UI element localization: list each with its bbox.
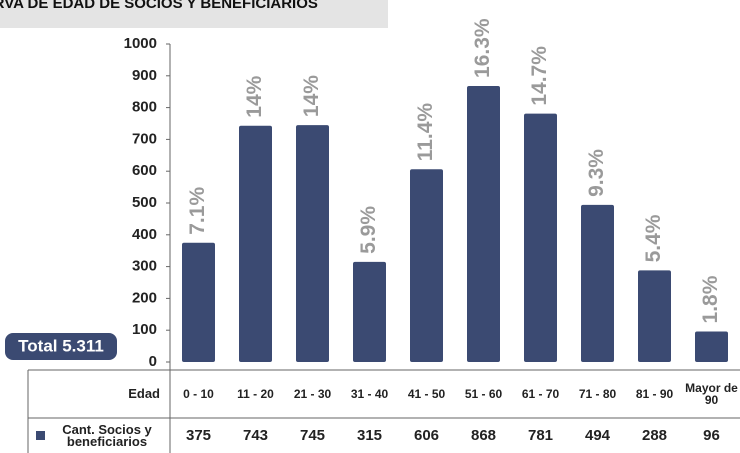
percent-label: 1.8% — [699, 275, 722, 323]
title-background — [0, 0, 388, 28]
bar — [182, 242, 215, 362]
bar — [638, 270, 671, 362]
bar — [467, 85, 500, 362]
category-label: 41 - 50 — [407, 387, 446, 401]
category-label: 31 - 40 — [350, 387, 389, 401]
bar — [239, 125, 272, 362]
table-value: 868 — [470, 427, 497, 444]
table-value: 288 — [641, 427, 668, 444]
bar — [296, 125, 329, 362]
chart-title: CURVA DE EDAD DE SOCIOS Y BENEFICIARIOS — [0, 0, 318, 12]
category-label: Mayor de 90 — [685, 381, 738, 407]
y-tick-label: 500 — [132, 194, 157, 211]
category-label: 0 - 10 — [183, 387, 214, 401]
category-label: 71 - 80 — [578, 387, 617, 401]
percent-label: 14% — [243, 75, 266, 117]
table-value: 375 — [185, 427, 212, 444]
bar — [410, 169, 443, 362]
y-tick-label: 800 — [132, 99, 157, 116]
y-tick-label: 100 — [132, 321, 157, 338]
y-tick-label: 300 — [132, 258, 157, 275]
category-label: 51 - 60 — [464, 387, 503, 401]
table-value: 494 — [584, 427, 611, 444]
category-label: 81 - 90 — [635, 387, 674, 401]
percent-label: 14% — [300, 75, 323, 117]
y-tick-label: 700 — [132, 130, 157, 147]
percent-label: 5.4% — [642, 214, 665, 262]
percent-label: 5.9% — [357, 206, 380, 254]
percent-label: 11.4% — [414, 103, 437, 162]
table-header: Edad — [128, 386, 160, 401]
table-value: 315 — [356, 427, 383, 444]
y-tick-label: 1000 — [124, 35, 157, 52]
category-label: 11 - 20 — [237, 387, 274, 401]
legend-swatch — [36, 431, 45, 440]
total-badge — [5, 333, 117, 360]
table-value: 781 — [527, 427, 554, 444]
bar — [581, 204, 614, 362]
bar — [695, 331, 728, 362]
percent-label: 9.3% — [585, 149, 608, 197]
bar — [524, 113, 557, 362]
table-value: 96 — [703, 427, 720, 444]
table-value: 606 — [413, 427, 440, 444]
y-tick-label: 900 — [132, 67, 157, 84]
table-value: 743 — [242, 427, 269, 444]
series-name: Cant. Socios y beneficiarios — [62, 422, 152, 449]
y-tick-label: 400 — [132, 226, 157, 243]
table-value: 745 — [299, 427, 326, 444]
bar — [353, 261, 386, 362]
percent-label: 7.1% — [186, 187, 209, 235]
percent-label: 16.3% — [471, 18, 494, 78]
y-tick-label: 600 — [132, 162, 157, 179]
percent-label: 14.7% — [528, 46, 551, 106]
category-label: 61 - 70 — [521, 387, 560, 401]
category-label: 21 - 30 — [293, 387, 332, 401]
total-label: Total 5.311 — [18, 336, 104, 355]
y-tick-label: 200 — [132, 289, 157, 306]
y-tick-label: 0 — [149, 353, 157, 370]
